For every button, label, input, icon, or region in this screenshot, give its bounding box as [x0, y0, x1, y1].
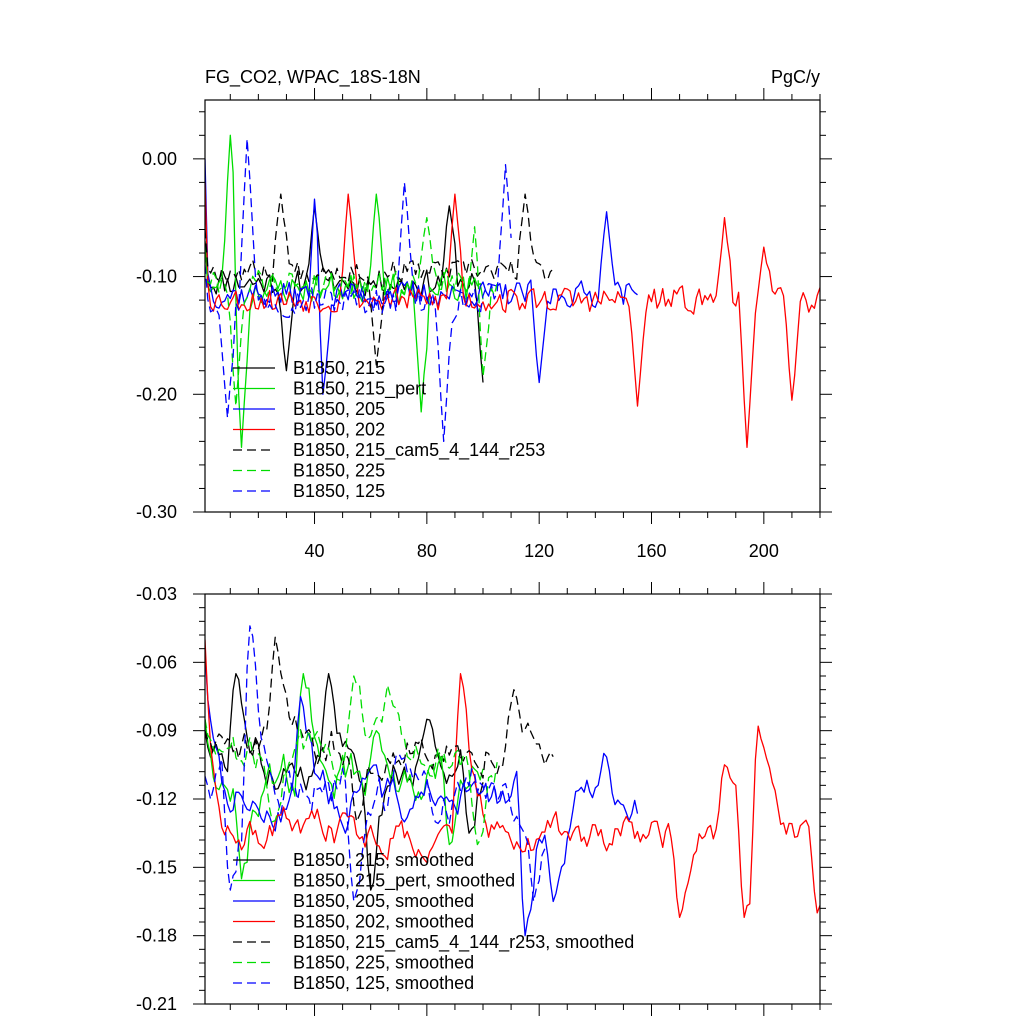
- legend-label: B1850, 202, smoothed: [293, 912, 474, 932]
- series-line-4: [205, 182, 820, 448]
- top-panel: FG_CO2, WPAC_18S-18N PgC/y 40 80 120 160 200 0.…: [136, 67, 832, 561]
- y-tick-label: -0.09: [136, 721, 177, 741]
- series-line-4: [205, 639, 820, 919]
- x-tick-label: 80: [417, 541, 437, 561]
- series-line-2: [205, 673, 484, 880]
- plot-frame: [204, 99, 821, 513]
- legend-label: B1850, 215: [293, 358, 385, 378]
- y-tick-label: -0.10: [136, 267, 177, 287]
- series-line-6: [205, 675, 498, 846]
- series-line-5: [205, 193, 554, 366]
- legend-label: B1850, 225: [293, 461, 385, 481]
- x-axis-ticks: [229, 582, 821, 1016]
- top-series-group: [205, 134, 820, 448]
- legend-label: B1850, 215_cam5_4_144_r253: [293, 440, 545, 461]
- bottom-panel: -0.03 -0.06 -0.09 -0.12 -0.15 -0.18 -0.21 B1850…: [136, 582, 832, 1016]
- y-tick-label: -0.03: [136, 584, 177, 604]
- x-tick-label: 120: [524, 541, 554, 561]
- series-line-7: [205, 138, 512, 443]
- y-tick-label: -0.15: [136, 857, 177, 877]
- series-line-1: [205, 673, 484, 891]
- y-tick-label: -0.12: [136, 789, 177, 809]
- legend-label: B1850, 215_cam5_4_144_r253, smoothed: [293, 932, 634, 953]
- legend-label: B1850, 125: [293, 481, 385, 501]
- y-tick-label: -0.20: [136, 384, 177, 404]
- units-label: PgC/y: [771, 67, 820, 87]
- y-tick-label: -0.30: [136, 502, 177, 522]
- x-axis-ticks: 40 80 120 160 200: [229, 88, 821, 561]
- series-line-3: [205, 158, 638, 395]
- legend-label: B1850, 205: [293, 399, 385, 419]
- y-axis-ticks: 0.00 -0.10 -0.20 -0.30: [136, 111, 832, 522]
- y-tick-label: -0.06: [136, 652, 177, 672]
- y-tick-label: -0.21: [136, 994, 177, 1014]
- legend-label: B1850, 125, smoothed: [293, 973, 474, 993]
- x-tick-label: 40: [305, 541, 325, 561]
- legend-label: B1850, 215_pert: [293, 379, 426, 400]
- legend-label: B1850, 215, smoothed: [293, 850, 474, 870]
- legend-label: B1850, 202: [293, 420, 385, 440]
- series-line-1: [205, 205, 484, 383]
- series-line-7: [205, 625, 546, 903]
- x-tick-label: 200: [749, 541, 779, 561]
- chart-title: FG_CO2, WPAC_18S-18N: [205, 67, 421, 88]
- legend-label: B1850, 215_pert, smoothed: [293, 871, 515, 892]
- series-line-6: [205, 217, 498, 407]
- series-line-2: [205, 134, 484, 448]
- bottom-series-group: [205, 625, 820, 937]
- y-axis-ticks: -0.03 -0.06 -0.09 -0.12 -0.15 -0.18 -0.21: [136, 584, 832, 1014]
- series-line-5: [205, 636, 554, 823]
- legend-label: B1850, 205, smoothed: [293, 891, 474, 911]
- legend-label: B1850, 225, smoothed: [293, 953, 474, 973]
- y-tick-label: -0.18: [136, 926, 177, 946]
- y-tick-label: 0.00: [142, 149, 177, 169]
- x-tick-label: 160: [636, 541, 666, 561]
